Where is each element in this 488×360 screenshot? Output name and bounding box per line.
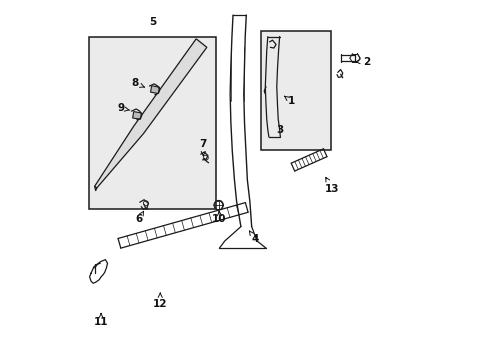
Text: 4: 4 (249, 231, 259, 244)
Text: 13: 13 (325, 177, 339, 194)
Text: 11: 11 (94, 314, 108, 327)
Bar (132, 112, 141, 119)
Text: 1: 1 (284, 96, 294, 106)
Text: 2: 2 (355, 57, 369, 67)
Text: 9: 9 (117, 103, 130, 113)
Text: 10: 10 (212, 211, 226, 224)
Text: 12: 12 (153, 293, 167, 309)
Text: 8: 8 (131, 78, 144, 88)
Text: 6: 6 (135, 211, 143, 224)
Text: 5: 5 (148, 17, 156, 27)
Text: 3: 3 (276, 125, 284, 135)
Bar (260, 31, 330, 149)
Bar (150, 86, 159, 94)
Text: 7: 7 (199, 139, 206, 156)
Polygon shape (94, 39, 206, 188)
Bar (88, 37, 215, 209)
